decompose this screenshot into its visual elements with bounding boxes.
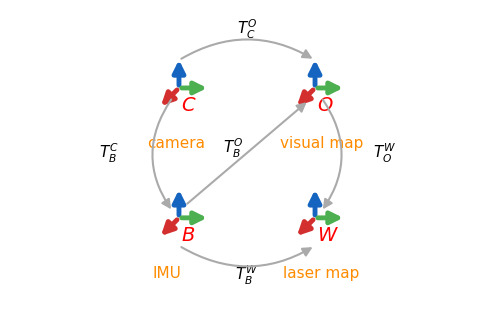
Text: laser map: laser map xyxy=(283,266,360,281)
FancyArrowPatch shape xyxy=(187,104,305,204)
Text: visual map: visual map xyxy=(280,136,363,151)
Text: $T_B^W$: $T_B^W$ xyxy=(235,263,259,287)
Text: $\mathit{W}$: $\mathit{W}$ xyxy=(317,226,338,245)
Text: $T_B^C$: $T_B^C$ xyxy=(99,141,120,164)
FancyArrowPatch shape xyxy=(153,100,171,207)
FancyArrowPatch shape xyxy=(181,247,311,266)
Text: $T_O^W$: $T_O^W$ xyxy=(373,141,396,164)
FancyArrowPatch shape xyxy=(323,100,341,207)
Text: $\mathit{B}$: $\mathit{B}$ xyxy=(180,226,195,245)
Text: IMU: IMU xyxy=(152,266,181,281)
Text: $T_B^O$: $T_B^O$ xyxy=(223,137,243,160)
Text: $T_C^O$: $T_C^O$ xyxy=(237,17,257,41)
FancyArrowPatch shape xyxy=(181,39,311,59)
Text: $\mathit{C}$: $\mathit{C}$ xyxy=(180,96,196,115)
Text: camera: camera xyxy=(147,136,205,151)
Text: $\mathit{O}$: $\mathit{O}$ xyxy=(317,96,333,115)
